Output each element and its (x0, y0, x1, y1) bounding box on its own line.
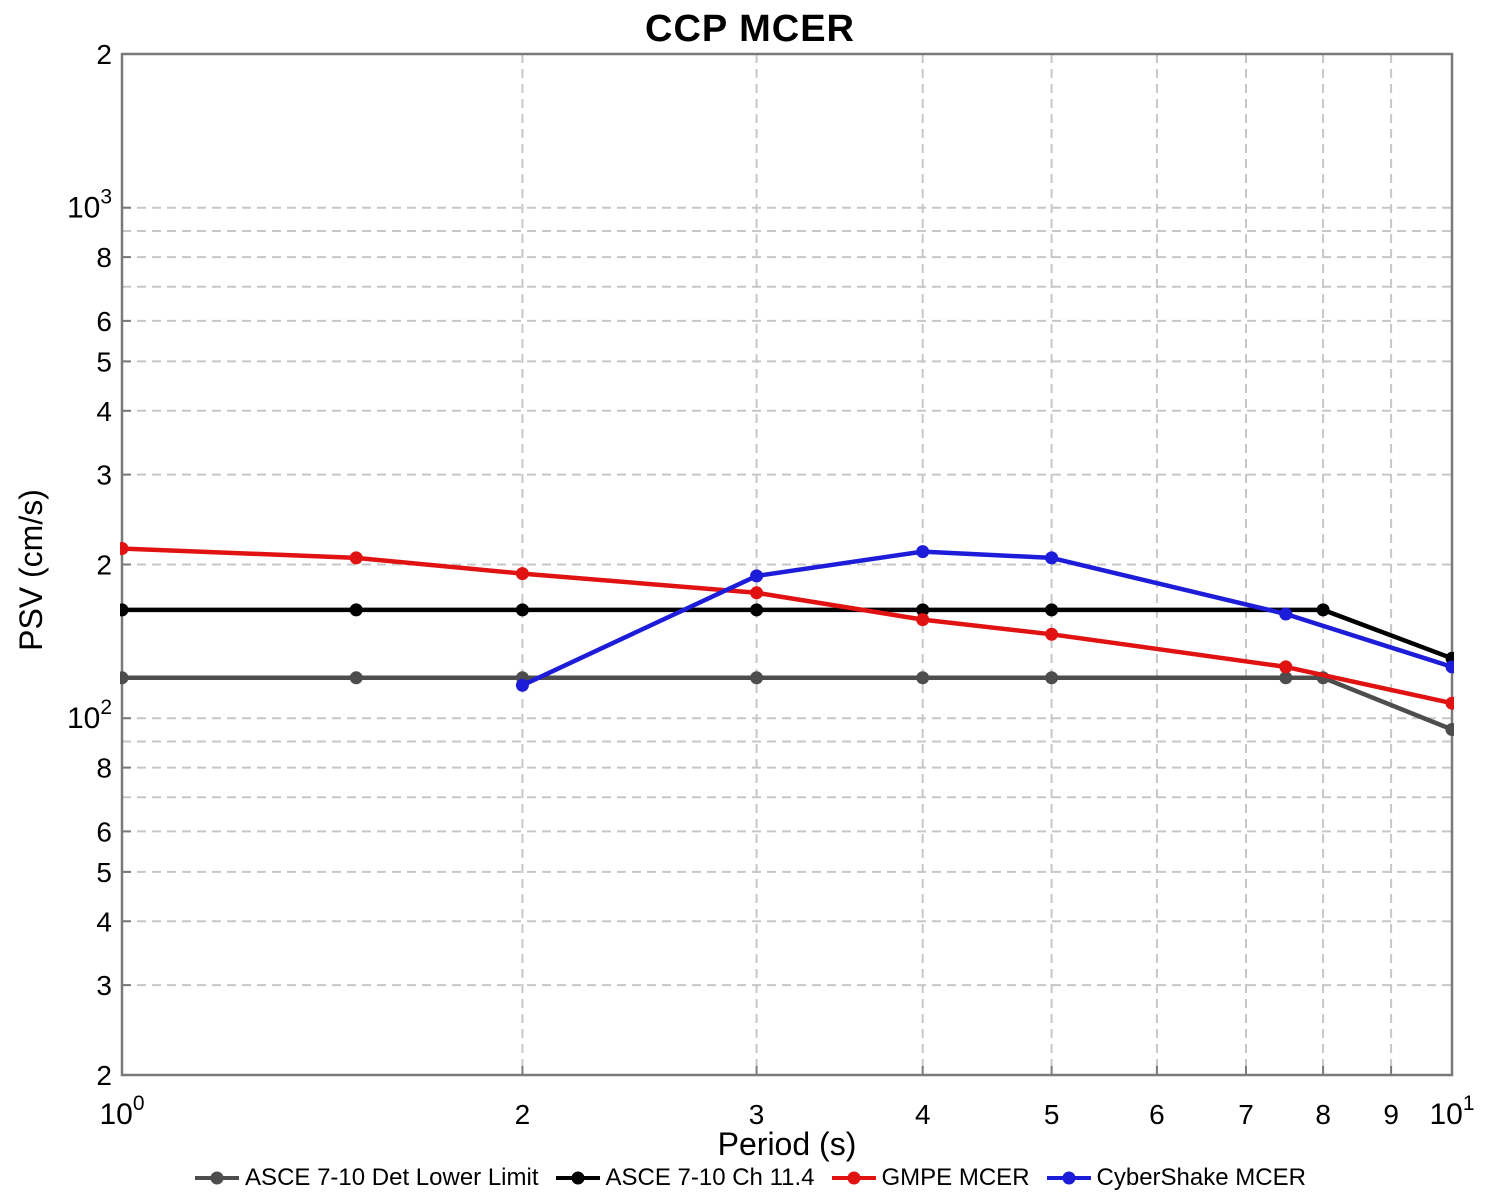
y-tick-label: 6 (96, 816, 112, 847)
y-tick-label: 8 (96, 242, 112, 273)
data-point-marker-asce-7-10-det-lower-limit (120, 671, 129, 685)
data-point-marker-asce-7-10-ch-11-4 (1045, 603, 1059, 617)
y-tick-label: 2 (96, 39, 112, 70)
y-tick-label: 2 (96, 550, 112, 581)
y-tick-label: 102 (67, 696, 112, 735)
x-axis-label: Period (s) (717, 1126, 857, 1162)
legend-line-marker-icon (555, 1171, 600, 1185)
legend-line-marker-icon (831, 1171, 876, 1185)
x-tick-label: 6 (1149, 1099, 1165, 1130)
data-point-marker-asce-7-10-ch-11-4 (1316, 603, 1330, 617)
x-tick-label: 101 (1429, 1092, 1474, 1131)
data-point-marker-cybershake-mcer (1445, 660, 1454, 674)
data-point-marker-asce-7-10-det-lower-limit (1279, 671, 1293, 685)
legend-item: ASCE 7-10 Ch 11.4 (555, 1164, 815, 1192)
legend-label: ASCE 7-10 Det Lower Limit (245, 1164, 539, 1191)
y-tick-label: 8 (96, 753, 112, 784)
legend-item: CyberShake MCER (1046, 1164, 1306, 1192)
data-point-marker-cybershake-mcer (515, 678, 529, 692)
legend-label: CyberShake MCER (1096, 1164, 1306, 1191)
data-point-marker-gmpe-mcer (120, 542, 129, 555)
data-point-marker-asce-7-10-det-lower-limit (1445, 723, 1454, 736)
y-tick-label: 4 (96, 906, 112, 937)
chart-legend: ASCE 7-10 Det Lower Limit ASCE 7-10 Ch 11… (0, 1164, 1500, 1192)
x-tick-label: 2 (515, 1099, 531, 1130)
y-tick-label: 3 (96, 460, 112, 491)
legend-item: GMPE MCER (831, 1164, 1030, 1192)
x-tick-label: 100 (99, 1092, 144, 1131)
x-tick-label: 4 (915, 1099, 931, 1130)
legend-label: ASCE 7-10 Ch 11.4 (605, 1164, 815, 1191)
x-tick-label: 9 (1383, 1099, 1399, 1130)
y-tick-label: 6 (96, 306, 112, 337)
legend-item: ASCE 7-10 Det Lower Limit (194, 1164, 539, 1192)
y-tick-label: 3 (96, 970, 112, 1001)
y-tick-label: 4 (96, 396, 112, 427)
data-point-marker-cybershake-mcer (1279, 607, 1293, 621)
y-tick-label: 5 (96, 857, 112, 888)
x-tick-label: 3 (749, 1099, 765, 1130)
data-point-marker-asce-7-10-ch-11-4 (750, 603, 764, 617)
x-tick-label: 7 (1238, 1099, 1254, 1130)
data-point-marker-gmpe-mcer (750, 586, 764, 600)
data-point-marker-asce-7-10-ch-11-4 (916, 603, 930, 617)
legend-line-marker-icon (195, 1171, 240, 1185)
data-point-marker-asce-7-10-det-lower-limit (916, 671, 930, 685)
x-tick-label: 8 (1315, 1099, 1331, 1130)
y-axis-label: PSV (cm/s) (13, 489, 49, 651)
data-point-marker-cybershake-mcer (1045, 551, 1059, 565)
legend-label: GMPE MCER (881, 1164, 1030, 1191)
y-tick-label: 2 (96, 1060, 112, 1091)
data-point-marker-asce-7-10-det-lower-limit (750, 671, 764, 685)
chart-title: CCP MCER (645, 8, 855, 50)
series-line-asce-7-10-ch-11-4 (122, 607, 1453, 661)
y-tick-label: 103 (67, 186, 112, 225)
y-tick-label: 5 (96, 346, 112, 377)
x-tick-label: 5 (1044, 1099, 1060, 1130)
data-point-marker-gmpe-mcer (1279, 660, 1293, 674)
data-point-marker-asce-7-10-ch-11-4 (120, 603, 129, 617)
gridlines (122, 54, 1452, 1075)
data-point-marker-asce-7-10-det-lower-limit (349, 671, 363, 685)
series-group (120, 542, 1454, 736)
legend-line-marker-icon (1046, 1171, 1091, 1185)
data-point-marker-gmpe-mcer (349, 551, 363, 565)
axis-ticks (121, 53, 1453, 1076)
data-point-marker-cybershake-mcer (916, 545, 930, 559)
data-point-marker-asce-7-10-det-lower-limit (1045, 671, 1059, 685)
data-point-marker-gmpe-mcer (515, 567, 529, 581)
series-line-cybershake-mcer (521, 549, 1453, 688)
data-point-marker-cybershake-mcer (750, 569, 764, 583)
data-point-marker-gmpe-mcer (1445, 696, 1454, 710)
data-point-marker-asce-7-10-ch-11-4 (515, 603, 529, 617)
series-line-gmpe-mcer (121, 546, 1453, 706)
series-line-asce-7-10-det-lower-limit (122, 675, 1453, 732)
data-point-marker-asce-7-10-ch-11-4 (349, 603, 363, 617)
data-point-marker-gmpe-mcer (1045, 627, 1059, 641)
data-point-marker-gmpe-mcer (916, 613, 930, 627)
